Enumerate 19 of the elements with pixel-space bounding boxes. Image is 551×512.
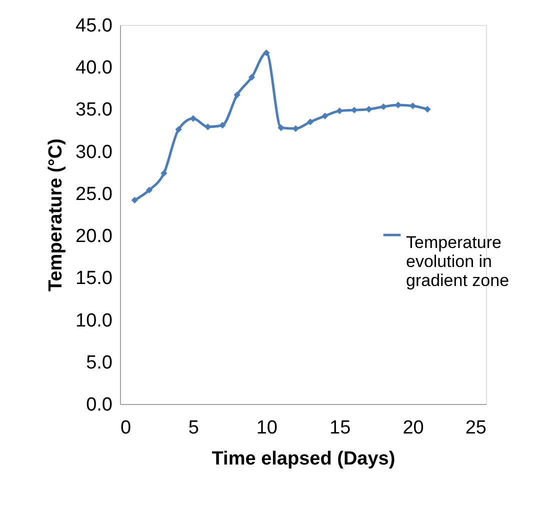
x-axis-title: Time elapsed (Days) [212, 448, 396, 470]
x-tick-label: 20 [402, 418, 424, 438]
y-tick-label: 25.0 [76, 184, 112, 205]
y-tick-label: 15.0 [76, 268, 112, 290]
x-tick-label: 0 [120, 418, 132, 438]
y-tick-label: 45.0 [76, 16, 112, 36]
x-tick-label: 15 [330, 418, 351, 438]
y-tick-label: 5.0 [86, 352, 112, 374]
y-axis-title: Temperature (°C) [46, 138, 67, 292]
y-tick-label: 20.0 [76, 226, 112, 248]
x-tick-label: 5 [188, 418, 199, 438]
x-tick-label: 25 [465, 418, 486, 438]
y-tick-label: 40.0 [76, 58, 112, 79]
legend-label: Temperature evolution in gradient zone [406, 233, 510, 290]
x-tick-label: 10 [256, 418, 278, 438]
y-tick-label: 35.0 [76, 100, 112, 121]
y-tick-label: 10.0 [76, 310, 112, 332]
y-tick-label: 0.0 [86, 394, 112, 416]
y-tick-label: 30.0 [76, 142, 112, 163]
